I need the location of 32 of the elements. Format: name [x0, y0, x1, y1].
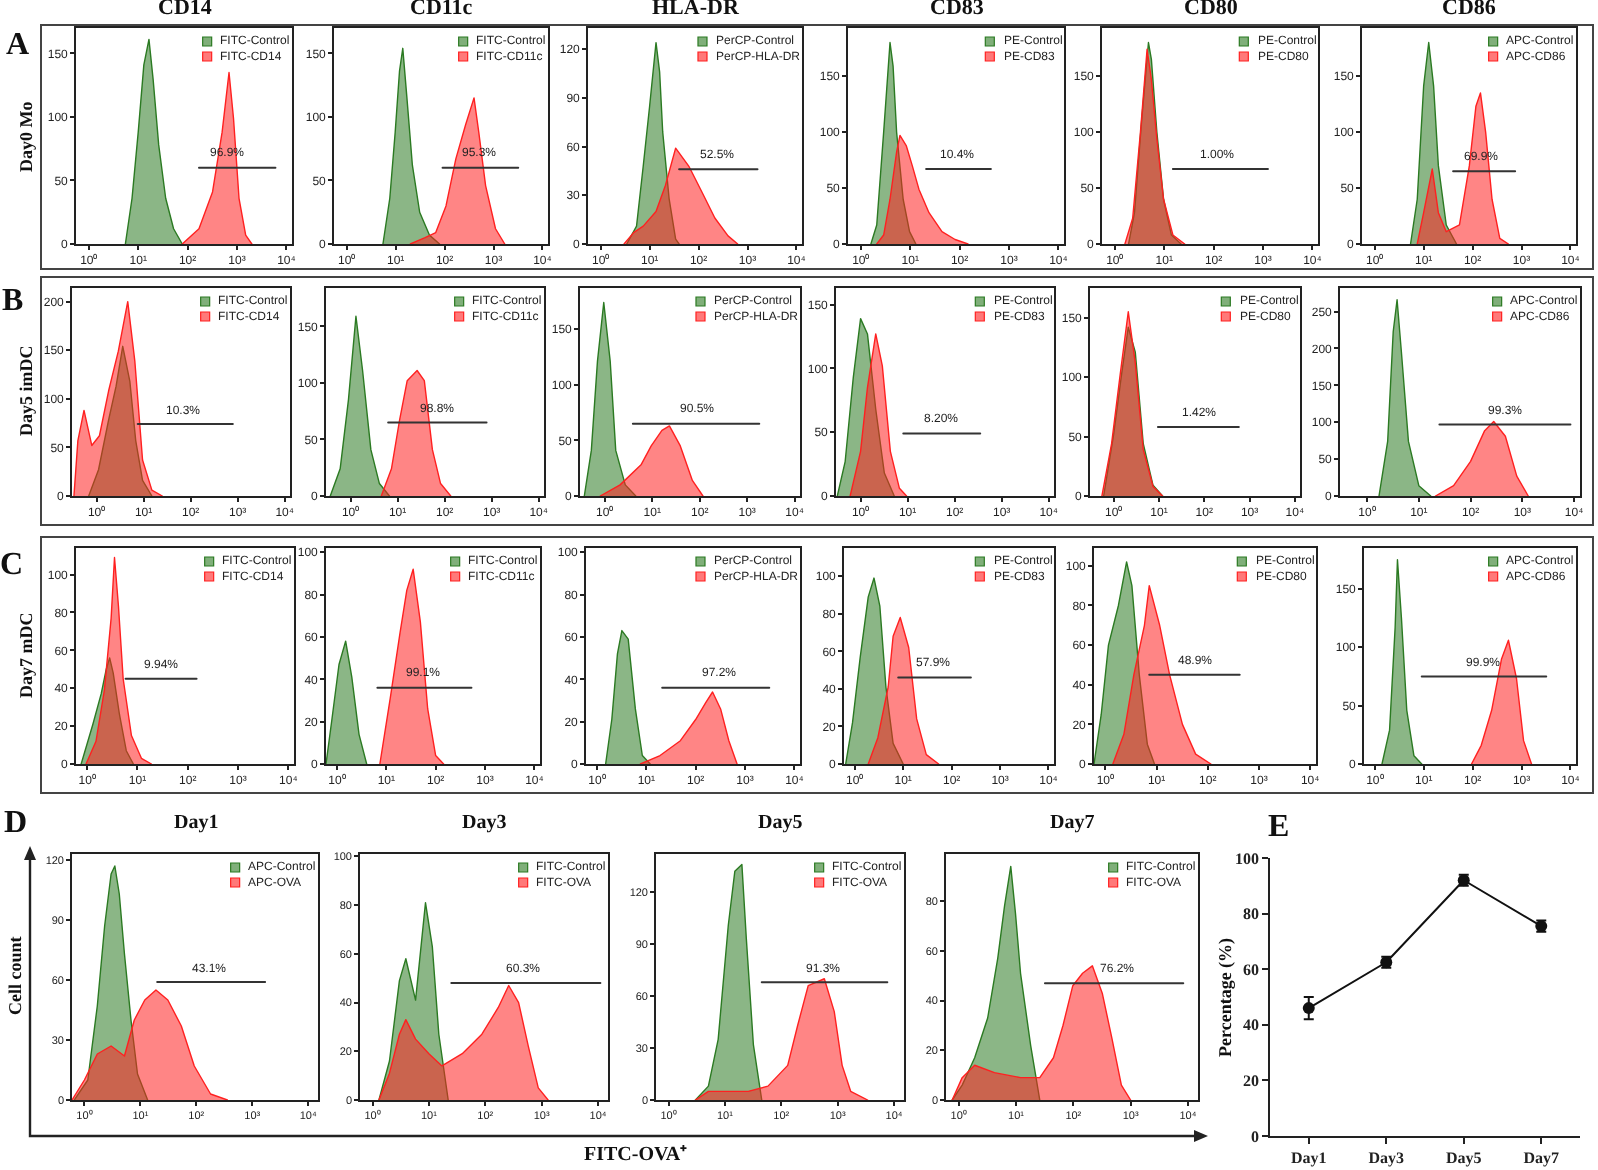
- text: A: [6, 28, 30, 62]
- y-tick-label: 20: [1243, 1072, 1259, 1090]
- chart-title: CD14: [158, 0, 213, 20]
- y-axis-title: Day7 mDC: [16, 612, 36, 698]
- chart-title: CD86: [1442, 0, 1497, 20]
- chart-title: Day7: [1050, 812, 1095, 834]
- chart-title: CD80: [1184, 0, 1239, 20]
- chart-title: Day3: [462, 812, 507, 834]
- point: [1302, 1002, 1315, 1015]
- y-tick-label: 0: [1251, 1127, 1259, 1146]
- text: D: [4, 806, 28, 840]
- x-tick-label: Day3: [1368, 1149, 1405, 1167]
- chart-title: CD83: [930, 0, 985, 20]
- text: E: [1268, 810, 1290, 844]
- chart-title: Day5: [758, 812, 803, 834]
- y-axis-title: Percentage (%): [1215, 937, 1235, 1057]
- text: C: [0, 548, 24, 582]
- y-tick-label: 100: [1235, 849, 1259, 868]
- x-tick-label: Day5: [1445, 1149, 1482, 1167]
- chart-title: HLA-DR: [652, 0, 741, 20]
- y-axis-title: Day5 imDC: [16, 345, 36, 436]
- y-axis-title: Cell count: [5, 936, 25, 1015]
- chart-title: Day1: [174, 812, 219, 834]
- x-tick-label: Day7: [1523, 1149, 1560, 1167]
- text: B: [2, 284, 24, 318]
- y-tick-label: 80: [1243, 905, 1259, 924]
- x-axis-title: FITC-OVA⁺: [584, 1144, 689, 1166]
- x-tick-label: Day1: [1290, 1149, 1327, 1167]
- y-axis-title: Day0 Mo: [16, 100, 36, 172]
- chart-title: CD11c: [410, 0, 473, 20]
- y-tick-label: 60: [1243, 960, 1259, 979]
- y-tick-label: 40: [1243, 1016, 1259, 1035]
